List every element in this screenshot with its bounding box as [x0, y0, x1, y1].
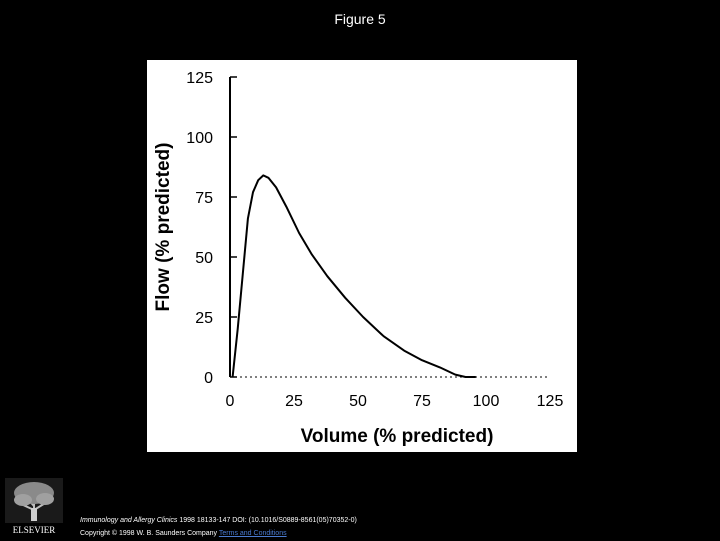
- figure-title: Figure 5: [334, 11, 386, 27]
- citation-text: 1998 18133-147 DOI: (10.1016/S0889-8561(…: [179, 517, 357, 524]
- flow-volume-chart: 0 25 50 75 100 125 0 25 50 75 100 125 Flow (% pred…: [153, 70, 564, 447]
- y-tick-label: 25: [195, 310, 213, 327]
- x-ticks: 0 25 50 75 100 125: [226, 393, 564, 410]
- journal-name: Immunology and Allergy Clinics: [80, 517, 178, 524]
- y-axis-label: Flow (% predicted): [153, 143, 174, 312]
- elsevier-tree-icon: ELSEVIER: [5, 478, 63, 535]
- y-tick-label: 125: [186, 70, 213, 87]
- elsevier-logo: ELSEVIER: [5, 478, 63, 536]
- chart-panel: 0 25 50 75 100 125 0 25 50 75 100 125 Flow (% pred…: [147, 60, 577, 452]
- citation-block: Immunology and Allergy Clinics 1998 1813…: [80, 514, 357, 540]
- copyright-text: Copyright © 1998 W. B. Saunders Company: [80, 530, 218, 537]
- y-tick-label: 100: [186, 130, 213, 147]
- y-tick-label: 0: [204, 370, 213, 387]
- terms-link[interactable]: Terms and Conditions: [218, 530, 287, 537]
- x-tick-label: 75: [413, 393, 431, 410]
- chart-axes: [229, 77, 550, 378]
- x-tick-label: 0: [226, 393, 235, 410]
- y-tick-label: 50: [195, 250, 213, 267]
- x-tick-label: 125: [537, 393, 564, 410]
- citation-line: Immunology and Allergy Clinics 1998 1813…: [80, 514, 357, 527]
- elsevier-wordmark: ELSEVIER: [13, 525, 56, 535]
- x-tick-label: 25: [285, 393, 303, 410]
- copyright-line: Copyright © 1998 W. B. Saunders Company …: [80, 527, 357, 540]
- flow-volume-curve: [231, 174, 476, 378]
- x-tick-label: 100: [473, 393, 500, 410]
- x-axis-label: Volume (% predicted): [301, 426, 494, 447]
- x-tick-label: 50: [349, 393, 367, 410]
- y-tick-label: 75: [195, 190, 213, 207]
- y-ticks: 0 25 50 75 100 125: [186, 70, 237, 387]
